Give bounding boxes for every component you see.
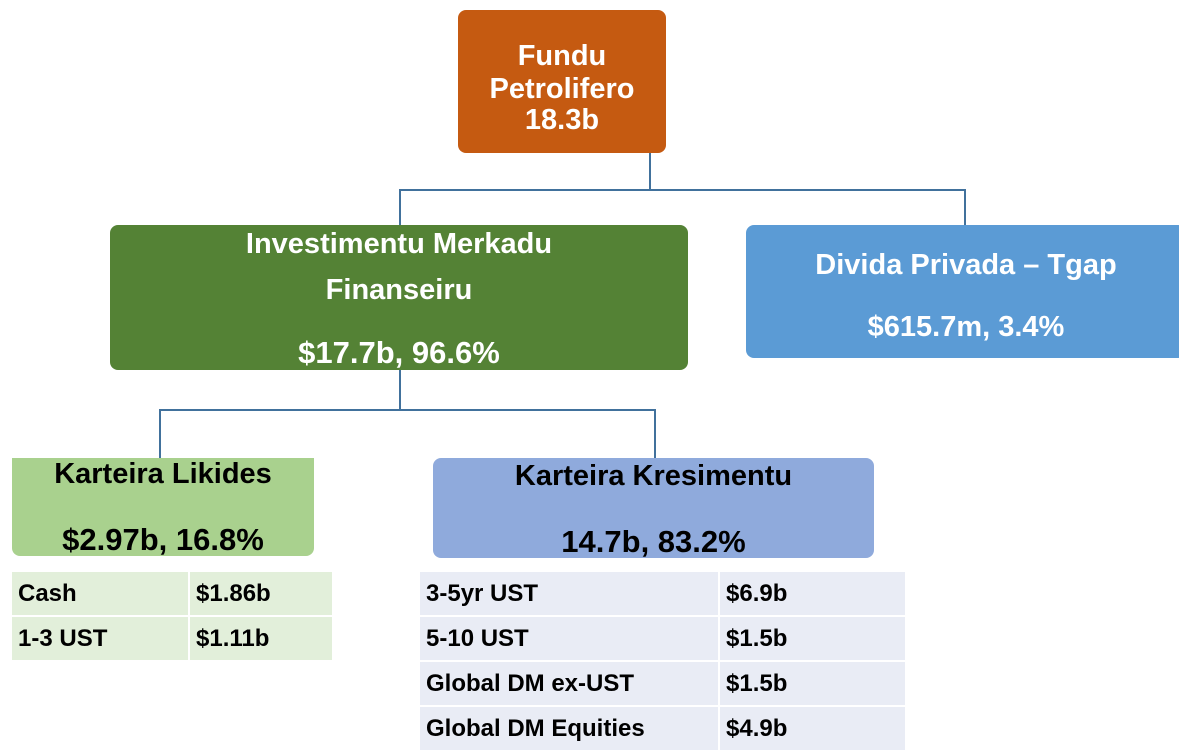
node-label: Divida Privada – Tgap <box>815 249 1117 281</box>
connector <box>399 189 966 225</box>
node-label: Investimentu Merkadu Finanseiru <box>245 228 553 306</box>
connector <box>159 409 656 458</box>
table-cell: Global DM ex-UST <box>420 662 718 705</box>
table-cell: Cash <box>12 572 188 615</box>
node: Karteira Likides $2.97b, 16.8% <box>12 458 314 557</box>
table-cell: $1.5b <box>720 617 905 660</box>
root-node: Fundu Petrolifero 18.3b <box>458 10 666 153</box>
table-cell: $4.9b <box>720 707 905 750</box>
table-cell: $1.86b <box>190 572 332 615</box>
node-label: Fundu Petrolifero <box>489 40 635 105</box>
table-cell: $6.9b <box>720 572 905 615</box>
node: Karteira Kresimentu 14.7b, 83.2% <box>433 458 874 559</box>
node-label: Karteira Likides <box>54 458 272 490</box>
node-label: Karteira Kresimentu <box>514 460 793 492</box>
table-cell: 5-10 UST <box>420 617 718 660</box>
table-cell: 3-5yr UST <box>420 572 718 615</box>
node-value: 18.3b <box>524 104 600 136</box>
node-value: 14.7b, 83.2% <box>561 524 746 559</box>
table-cell: Global DM Equities <box>420 707 718 750</box>
node-value: $2.97b, 16.8% <box>62 522 264 557</box>
node-value: $615.7m, 3.4% <box>867 311 1065 343</box>
node: Divida Privada – Tgap $615.7m, 3.4% <box>746 225 1179 358</box>
node-value: $17.7b, 96.6% <box>298 335 500 370</box>
node: Investimentu Merkadu Finanseiru $17.7b, … <box>110 225 688 370</box>
table-cell: $1.11b <box>190 617 332 660</box>
table-cell: $1.5b <box>720 662 905 705</box>
table-cell: 1-3 UST <box>12 617 188 660</box>
